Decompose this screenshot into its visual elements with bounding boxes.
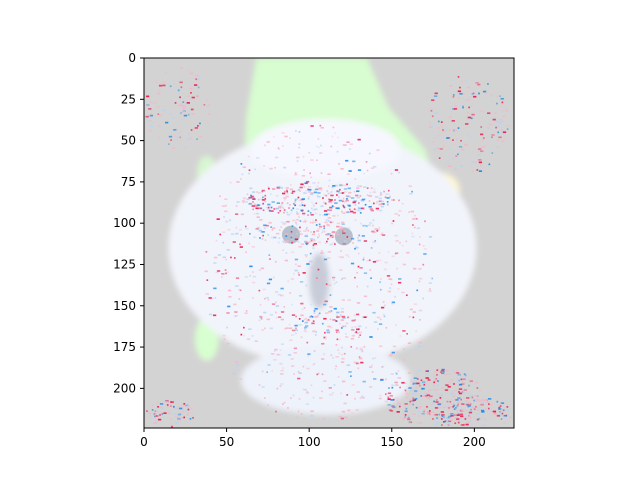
y-tick-label: 25	[121, 92, 136, 106]
x-tick-label: 150	[380, 435, 403, 449]
y-axis: 0 25 50 75 100 125 150 175 200	[113, 51, 144, 395]
y-tick-label: 150	[113, 299, 136, 313]
x-axis: 0 50 100 150 200	[140, 428, 486, 449]
y-tick-label: 125	[113, 257, 136, 271]
image-eye-right	[335, 227, 353, 245]
x-tick-label: 0	[140, 435, 148, 449]
heatmap-image	[144, 58, 514, 428]
image-region-hair	[251, 119, 401, 179]
y-tick-label: 200	[113, 381, 136, 395]
y-tick-label: 0	[128, 51, 136, 65]
y-tick-label: 75	[121, 175, 136, 189]
y-tick-label: 50	[121, 134, 136, 148]
image-eye-left	[282, 226, 300, 244]
x-tick-label: 100	[298, 435, 321, 449]
x-tick-label: 200	[463, 435, 486, 449]
y-tick-label: 100	[113, 216, 136, 230]
y-tick-label: 175	[113, 340, 136, 354]
x-tick-label: 50	[219, 435, 234, 449]
